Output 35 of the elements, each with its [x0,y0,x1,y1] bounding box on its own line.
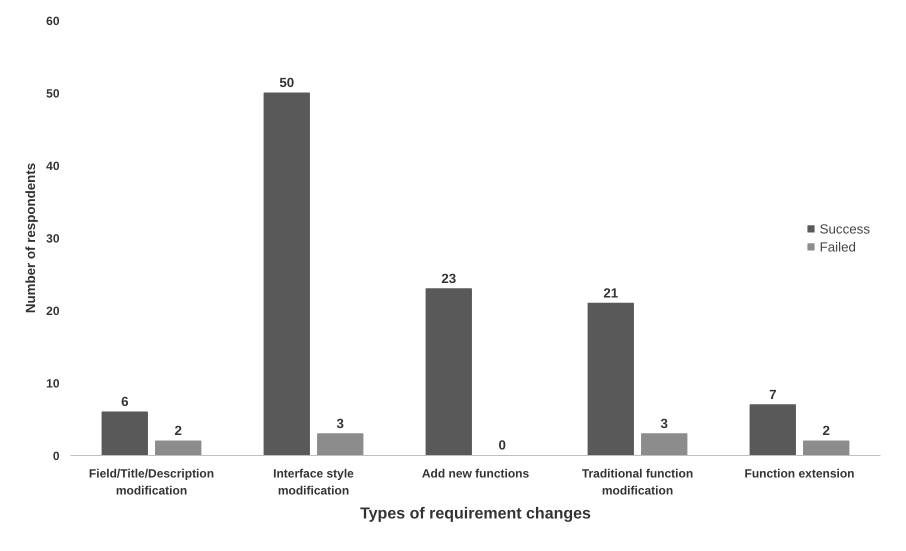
x-tick-label: Interface style modification [273,466,354,498]
data-label: 50 [279,75,294,90]
legend-label: Success [820,221,870,236]
x-tick-label: Function extension [744,466,855,480]
bar [155,440,202,456]
data-label: 2 [822,423,830,438]
y-tick-label: 30 [46,232,60,246]
data-label: 2 [174,423,182,438]
data-label: 6 [121,394,128,409]
x-tick-label: Add new functions [422,466,530,480]
y-tick-label: 50 [46,86,60,100]
bar [641,433,688,456]
bar [426,288,472,456]
bar [588,302,634,456]
y-axis-title: Number of respondents [23,162,38,314]
x-tick-label: Traditional function modification [582,466,694,498]
bar [264,92,310,456]
data-label: 3 [336,416,344,431]
y-tick-label: 20 [46,304,60,318]
data-label: 3 [660,416,668,431]
data-label: 0 [498,438,506,452]
data-label: 7 [769,386,776,402]
bar [102,412,148,456]
data-label: 21 [603,285,619,300]
y-tick-label: 10 [46,376,60,390]
bar [317,433,364,456]
bar [803,440,850,456]
x-axis-title: Types of requirement changes [360,505,592,522]
data-label: 23 [441,270,456,286]
x-tick-label: Field/Title/Description modification [88,466,214,498]
y-tick-label: 40 [46,159,60,173]
legend-label: Failed [820,239,856,254]
y-tick-label: 0 [52,449,60,463]
bar [750,404,796,456]
y-tick-label: 60 [46,14,60,28]
